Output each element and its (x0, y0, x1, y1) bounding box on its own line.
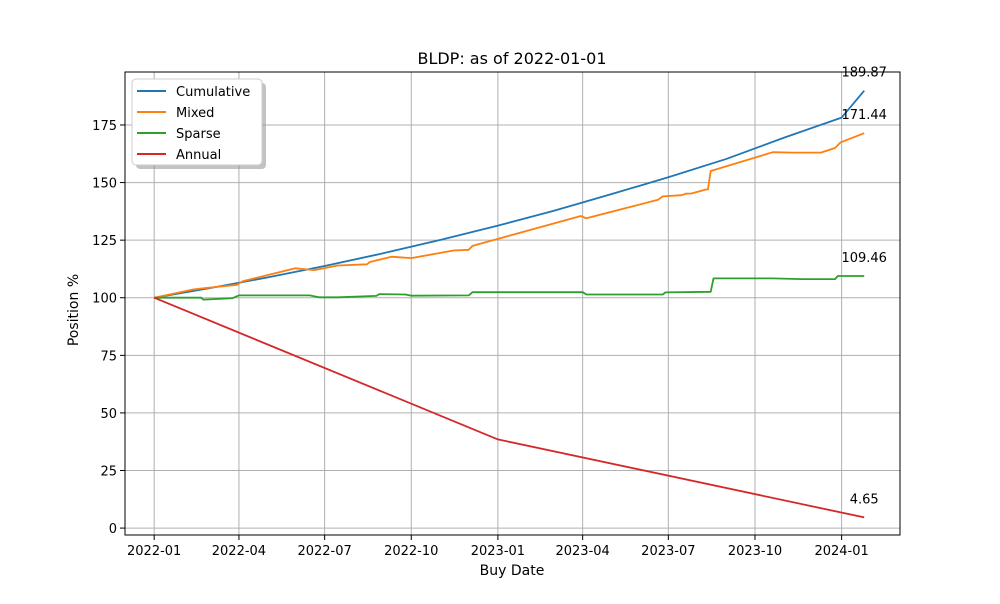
end-label-sparse: 109.46 (841, 251, 887, 266)
series-line-cumulative (154, 90, 865, 299)
y-axis-label: Position % (66, 274, 82, 346)
legend-box (131, 78, 263, 166)
legend-label-annual: Annual (176, 148, 221, 163)
legend-label-cumulative: Cumulative (176, 85, 250, 100)
series-line-mixed (154, 132, 865, 299)
x-tick-label: 2022-10 (384, 544, 438, 559)
x-tick-label: 2024-01 (814, 544, 868, 559)
x-tick-label: 2023-01 (471, 544, 525, 559)
end-value-labels: 189.87 171.44 109.46 4.65 (841, 66, 887, 508)
series-line-annual (153, 296, 865, 519)
y-tick-label: 25 (100, 465, 117, 480)
x-tick-label: 2023-10 (728, 544, 782, 559)
chart-title: BLDP: as of 2022-01-01 (417, 49, 606, 68)
y-tick-label: 0 (109, 522, 117, 537)
legend-items: Cumulative Mixed Sparse Annual (137, 85, 250, 163)
x-tick-label: 2023-04 (555, 544, 609, 559)
x-tick-label: 2022-04 (212, 544, 266, 559)
y-axis-ticks: 0 25 50 75 100 125 150 175 (92, 119, 125, 537)
y-tick-label: 50 (100, 407, 117, 422)
y-tick-label: 75 (100, 349, 117, 364)
y-tick-label: 150 (92, 177, 117, 192)
end-label-mixed: 171.44 (841, 108, 887, 123)
plot-frame (124, 71, 901, 536)
legend: Cumulative Mixed Sparse Annual (131, 78, 266, 169)
x-axis-ticks: 2022-01 2022-04 2022-07 2022-10 2023-01 2023-… (127, 535, 869, 559)
y-tick-label: 100 (92, 292, 117, 307)
legend-label-sparse: Sparse (176, 127, 221, 142)
y-tick-label: 125 (92, 234, 117, 249)
end-label-annual: 4.65 (850, 492, 879, 507)
legend-label-mixed: Mixed (176, 106, 214, 121)
x-tick-label: 2022-07 (297, 544, 351, 559)
series-line-sparse (154, 275, 865, 301)
series-lines (153, 90, 865, 519)
x-axis-label: Buy Date (480, 563, 545, 579)
end-label-cumulative: 189.87 (841, 66, 887, 81)
x-tick-label: 2022-01 (127, 544, 181, 559)
y-tick-label: 175 (92, 119, 117, 134)
x-tick-label: 2023-07 (641, 544, 695, 559)
